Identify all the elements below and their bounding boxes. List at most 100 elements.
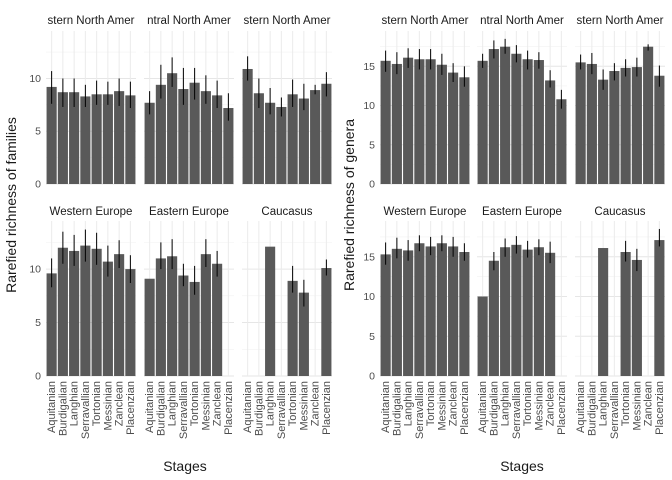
facet-strip-label: Caucasus bbox=[594, 206, 645, 218]
x-tick-label: Messinian bbox=[200, 381, 212, 431]
x-tick-label: Burdigalian bbox=[155, 381, 167, 436]
facet-panel: ntral North Amer bbox=[144, 15, 234, 185]
facet-panel: Caucasus bbox=[575, 206, 665, 377]
bar bbox=[144, 102, 155, 184]
bar bbox=[448, 72, 459, 184]
x-tick-label: Burdigalian bbox=[57, 381, 69, 436]
facet-strip-label: stern North Amer bbox=[382, 15, 469, 27]
bar bbox=[178, 275, 189, 376]
x-tick-label: Zanclean bbox=[643, 381, 655, 426]
genera-chart: Rarefied richness of genera Stages stern N… bbox=[341, 15, 666, 474]
x-tick-label: Aquitanian bbox=[477, 381, 489, 433]
bar bbox=[436, 243, 447, 376]
bar bbox=[620, 67, 631, 184]
bar bbox=[114, 254, 125, 376]
facet-strip-label: ntral North Amer bbox=[480, 15, 564, 27]
y-tick-label: 0 bbox=[369, 371, 375, 383]
bar bbox=[242, 68, 253, 184]
bar bbox=[488, 49, 499, 184]
x-tick-label: Langhian bbox=[500, 381, 512, 426]
bar bbox=[298, 98, 309, 184]
bar bbox=[102, 94, 113, 184]
bar bbox=[545, 252, 556, 376]
facet-strip-label: stern North Amer bbox=[577, 15, 664, 27]
facet-strip-label: ntral North Amer bbox=[147, 15, 231, 27]
bar bbox=[391, 248, 402, 376]
x-tick-label: Messinian bbox=[298, 381, 310, 431]
bar bbox=[69, 92, 80, 184]
x-tick-label: Zanclean bbox=[114, 381, 126, 426]
bar bbox=[477, 60, 488, 184]
x-tick-label: Serravallian bbox=[609, 381, 621, 439]
bar bbox=[212, 263, 223, 376]
x-tick-label: Burdigalian bbox=[391, 381, 403, 436]
bar bbox=[403, 57, 414, 184]
bar bbox=[533, 60, 544, 184]
bar bbox=[380, 60, 391, 184]
bar bbox=[114, 91, 125, 184]
bar bbox=[414, 59, 425, 184]
x-tick-label: Placenzian bbox=[459, 381, 471, 435]
bar bbox=[511, 53, 522, 184]
y-tick-label: 5 bbox=[35, 317, 41, 329]
facet-panel: stern North Amer bbox=[46, 15, 136, 185]
bar bbox=[511, 244, 522, 376]
x-tick-label: Placenzian bbox=[321, 381, 333, 435]
bar bbox=[80, 96, 91, 184]
x-tick-label: Burdigalian bbox=[488, 381, 500, 436]
bar bbox=[403, 250, 414, 376]
x-tick-label: Placenzian bbox=[223, 381, 235, 435]
bar bbox=[380, 254, 391, 376]
facet-panel: Caucasus bbox=[242, 206, 332, 377]
x-tick-label: Burdigalian bbox=[586, 381, 598, 436]
facet-strip-label: stern North Amer bbox=[48, 15, 135, 27]
x-tick-label: Aquitanian bbox=[144, 381, 156, 433]
bar bbox=[620, 252, 631, 376]
bar bbox=[631, 67, 642, 184]
x-tick-label: Langhian bbox=[167, 381, 179, 426]
x-tick-label: Zanclean bbox=[448, 381, 460, 426]
y-tick-label: 0 bbox=[35, 179, 41, 191]
bar bbox=[212, 95, 223, 184]
facet-panel: stern North Amer bbox=[575, 15, 665, 185]
x-tick-label: Placenzian bbox=[654, 381, 666, 435]
bar bbox=[46, 86, 57, 184]
x-tick-label: Burdigalian bbox=[253, 381, 265, 436]
y-tick-label: 10 bbox=[363, 100, 375, 112]
bar bbox=[125, 95, 136, 184]
facet-panel: Eastern Europe bbox=[144, 206, 234, 377]
x-tick-label: Tortonian bbox=[189, 381, 201, 426]
y-tick-label: 10 bbox=[29, 264, 41, 276]
facet-strip-label: Eastern Europe bbox=[149, 206, 229, 218]
bar bbox=[522, 59, 533, 184]
bar bbox=[298, 292, 309, 376]
bar bbox=[223, 108, 234, 184]
x-tick-label: Messinian bbox=[631, 381, 643, 431]
bar bbox=[287, 280, 298, 376]
facet-panel: Eastern Europe bbox=[477, 206, 567, 377]
bar bbox=[522, 249, 533, 376]
facet-strip-label: Caucasus bbox=[261, 206, 312, 218]
bar bbox=[459, 252, 470, 376]
bar bbox=[609, 71, 620, 184]
bar bbox=[391, 63, 402, 185]
y-axis-title: Rarefied richness of families bbox=[3, 117, 19, 293]
x-tick-label: Zanclean bbox=[310, 381, 322, 426]
x-tick-label: Tortonian bbox=[522, 381, 534, 426]
x-tick-label: Messinian bbox=[102, 381, 114, 431]
bar bbox=[69, 250, 80, 376]
facet-panel: Western Europe bbox=[380, 206, 470, 377]
facet-panel: stern North Amer bbox=[242, 15, 332, 185]
bar bbox=[488, 260, 499, 376]
x-tick-label: Placenzian bbox=[556, 381, 568, 435]
bar bbox=[321, 83, 332, 184]
bar bbox=[598, 248, 609, 376]
bar bbox=[533, 247, 544, 376]
y-tick-label: 10 bbox=[29, 73, 41, 85]
x-tick-label: Zanclean bbox=[212, 381, 224, 426]
bar bbox=[253, 93, 264, 184]
x-tick-label: Placenzian bbox=[125, 381, 137, 435]
bar bbox=[287, 94, 298, 184]
bar bbox=[654, 75, 665, 184]
x-tick-label: Aquitanian bbox=[46, 381, 58, 433]
